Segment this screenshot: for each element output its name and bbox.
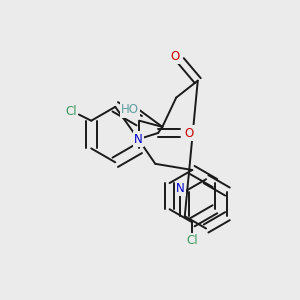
Text: O: O	[184, 127, 194, 140]
Text: HO: HO	[121, 103, 139, 116]
Text: Cl: Cl	[186, 234, 198, 247]
Text: N: N	[134, 133, 143, 146]
Text: Cl: Cl	[65, 105, 77, 118]
Text: O: O	[170, 50, 179, 62]
Text: N: N	[176, 182, 184, 195]
